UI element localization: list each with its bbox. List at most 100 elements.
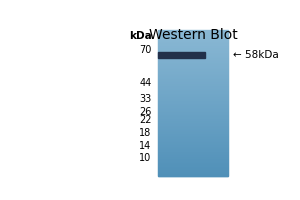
Bar (158, 73, 228, 74)
Bar (158, 149, 228, 150)
Bar (158, 68, 228, 69)
Bar (158, 40, 228, 41)
Bar (158, 169, 228, 170)
Bar (158, 163, 228, 164)
Text: 22: 22 (139, 115, 152, 125)
Bar (158, 77, 228, 78)
Bar (158, 101, 228, 102)
Bar (158, 141, 228, 142)
Bar (158, 72, 228, 73)
Bar (158, 168, 228, 169)
Bar (158, 76, 228, 77)
Bar (158, 116, 228, 117)
Bar (158, 136, 228, 137)
Bar (158, 140, 228, 141)
Bar (158, 74, 228, 75)
Bar (158, 88, 228, 89)
Bar (158, 110, 228, 111)
Bar (158, 113, 228, 114)
Bar (158, 52, 228, 53)
Bar (158, 60, 228, 61)
Bar (158, 102, 228, 103)
Text: ← 58kDa: ← 58kDa (233, 50, 278, 60)
Bar (158, 100, 228, 101)
Bar (158, 58, 228, 59)
Bar (158, 33, 228, 34)
Bar (158, 143, 228, 144)
Bar (158, 63, 228, 64)
Bar (158, 132, 228, 133)
Bar (158, 111, 228, 112)
Bar (158, 142, 228, 143)
Bar (158, 127, 228, 128)
Bar (158, 153, 228, 154)
Bar (158, 52, 205, 58)
Bar (158, 34, 228, 35)
Bar (158, 147, 228, 148)
Bar (158, 93, 228, 94)
Bar (158, 75, 228, 76)
Bar (158, 41, 228, 42)
Bar (158, 95, 228, 96)
Bar (158, 59, 228, 60)
Text: 44: 44 (139, 78, 152, 88)
Bar (158, 46, 228, 47)
Bar (158, 39, 228, 40)
Bar (158, 82, 228, 83)
Bar (158, 146, 228, 147)
Bar (158, 128, 228, 129)
Bar (158, 105, 228, 106)
Text: 14: 14 (139, 141, 152, 151)
Bar (158, 53, 228, 54)
Bar (158, 30, 228, 31)
Bar (158, 89, 228, 90)
Bar (158, 159, 228, 160)
Bar (158, 86, 228, 87)
Bar (158, 126, 228, 127)
Bar (158, 121, 228, 122)
Bar (158, 38, 228, 39)
Bar (158, 70, 228, 71)
Text: 18: 18 (139, 128, 152, 138)
Bar (158, 167, 228, 168)
Bar (158, 47, 228, 48)
Bar (158, 158, 228, 159)
Bar (158, 157, 228, 158)
Text: 10: 10 (139, 153, 152, 163)
Bar (158, 97, 228, 98)
Bar (158, 66, 228, 67)
Bar (158, 112, 228, 113)
Bar (158, 151, 228, 152)
Bar (158, 108, 228, 109)
Bar (158, 37, 228, 38)
Bar (158, 51, 228, 52)
Text: Western Blot: Western Blot (149, 28, 238, 42)
Bar (158, 54, 228, 55)
Text: 70: 70 (139, 45, 152, 55)
Bar (158, 49, 228, 50)
Bar (158, 78, 228, 79)
Bar (158, 64, 228, 65)
Bar (158, 91, 228, 92)
Bar (158, 120, 228, 121)
Bar (158, 98, 228, 99)
Bar (158, 90, 228, 91)
Bar (158, 96, 228, 97)
Bar (158, 67, 228, 68)
Bar (158, 103, 228, 104)
Bar (158, 175, 228, 176)
Bar (158, 85, 228, 86)
Bar (158, 165, 228, 166)
Bar (158, 172, 228, 173)
Bar (158, 87, 228, 88)
Bar (158, 104, 228, 105)
Bar (158, 50, 228, 51)
Bar (158, 174, 228, 175)
Bar (158, 155, 228, 156)
Bar (158, 150, 228, 151)
Bar (158, 61, 228, 62)
Bar (158, 31, 228, 32)
Bar (158, 154, 228, 155)
Bar (158, 134, 228, 135)
Bar (158, 69, 228, 70)
